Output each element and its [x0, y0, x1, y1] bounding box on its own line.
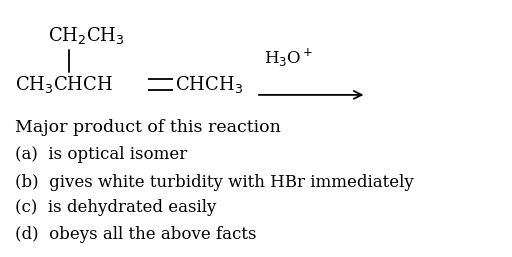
Text: (c)  is dehydrated easily: (c) is dehydrated easily	[15, 199, 217, 216]
Text: (d)  obeys all the above facts: (d) obeys all the above facts	[15, 226, 257, 243]
Text: H$_3$O$^+$: H$_3$O$^+$	[264, 46, 313, 69]
Text: Major product of this reaction: Major product of this reaction	[15, 119, 281, 136]
Text: (b)  gives white turbidity with HBr immediately: (b) gives white turbidity with HBr immed…	[15, 174, 414, 191]
Text: CH$_2$CH$_3$: CH$_2$CH$_3$	[48, 25, 124, 45]
Text: (a)  is optical isomer: (a) is optical isomer	[15, 146, 187, 163]
Text: CHCH$_3$: CHCH$_3$	[175, 75, 243, 95]
Text: CH$_3$CHCH: CH$_3$CHCH	[15, 75, 113, 95]
